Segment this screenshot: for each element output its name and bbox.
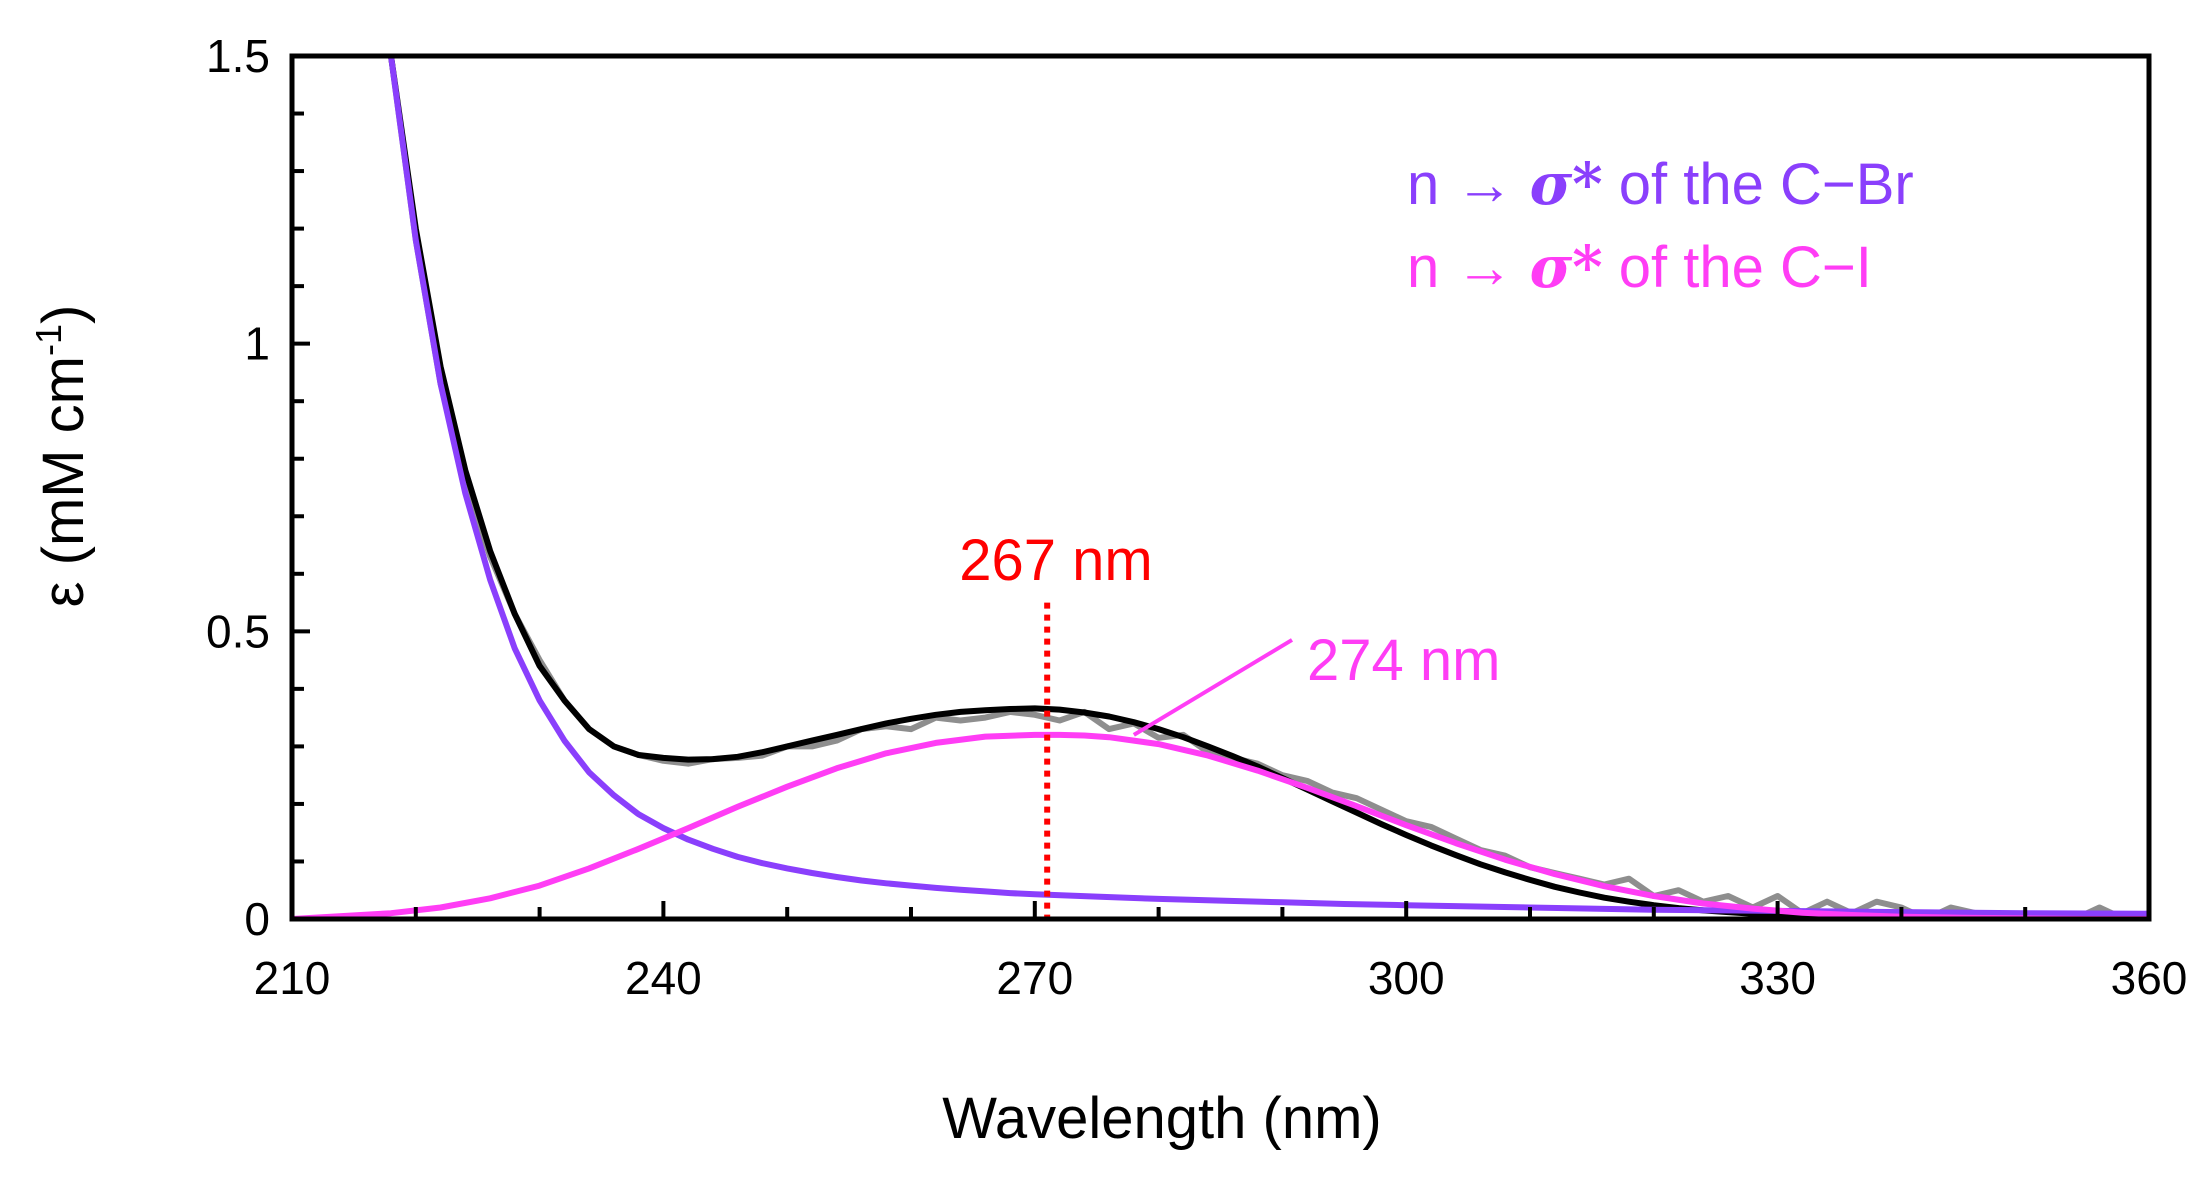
y-tick-label: 1 (244, 318, 270, 370)
annotation-layer (1044, 602, 1294, 919)
y-tick-label: 1.5 (206, 30, 270, 82)
y-axis-title: ε (mM cm-1) (28, 305, 96, 608)
tick-layer (290, 54, 2151, 921)
x-tick-label: 330 (1739, 952, 1816, 1004)
x-tick-label: 240 (625, 952, 702, 1004)
x-axis-title: Wavelength (nm) (942, 1086, 1381, 1151)
x-tick-label: 360 (2111, 952, 2188, 1004)
annotation-267nm: 267 nm (959, 528, 1152, 593)
arrow-icon: → (1455, 235, 1513, 300)
series-line-4 (292, 731, 2149, 919)
annotation-274nm: 274 nm (1307, 628, 1500, 693)
series-line-3 (388, 56, 2149, 917)
series-layer (292, 56, 2149, 919)
y-axis-title-close: ) (31, 305, 96, 324)
y-tick-label: 0.5 (206, 605, 270, 657)
x-tick-label: 210 (254, 952, 331, 1004)
legend-entry-c-i: n → σ* of the C−I (1407, 233, 1872, 301)
legend-entry-c-br: n → σ* of the C−Br (1407, 150, 1914, 218)
label-layer: 210 240 270 300 330 360 0 0.5 1 1.5 (206, 30, 2187, 1004)
arrow-icon: → (1455, 152, 1513, 217)
x-tick-label: 300 (1368, 952, 1445, 1004)
peak-274nm-leader-line (1132, 638, 1294, 737)
y-tick-label: 0 (244, 893, 270, 945)
y-axis-title-main: ε (mM cm (31, 356, 96, 607)
plot-frame (289, 53, 2152, 922)
x-tick-label: 270 (996, 952, 1073, 1004)
y-axis-title-superscript: -1 (28, 324, 69, 356)
